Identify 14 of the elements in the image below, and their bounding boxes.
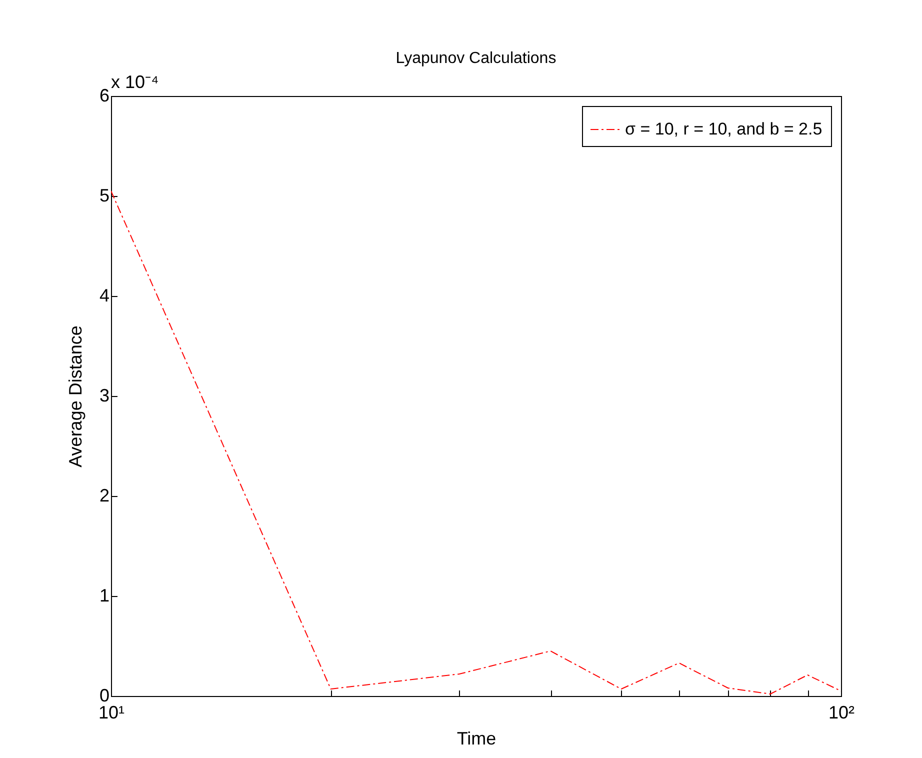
y-tick-label: 0 xyxy=(99,686,110,706)
x-tick-label: 10² xyxy=(828,702,855,722)
y-tick-label: 3 xyxy=(99,386,110,406)
y-tick-label: 2 xyxy=(99,486,110,506)
x-tick-label: 10¹ xyxy=(98,702,125,722)
x-axis-title: Time xyxy=(456,728,496,748)
y-tick-label: 5 xyxy=(99,186,110,206)
y-axis-title: Average Distance xyxy=(65,326,86,468)
y-tick-label: 6 xyxy=(99,86,110,106)
y-tick-label: 1 xyxy=(99,586,110,606)
text: x 10⁻⁴ xyxy=(111,72,159,92)
y-tick-label: 4 xyxy=(99,286,110,306)
chart-title: Lyapunov Calculations xyxy=(396,50,556,67)
legend-label: σ = 10, r = 10, and b = 2.5 xyxy=(625,120,822,138)
